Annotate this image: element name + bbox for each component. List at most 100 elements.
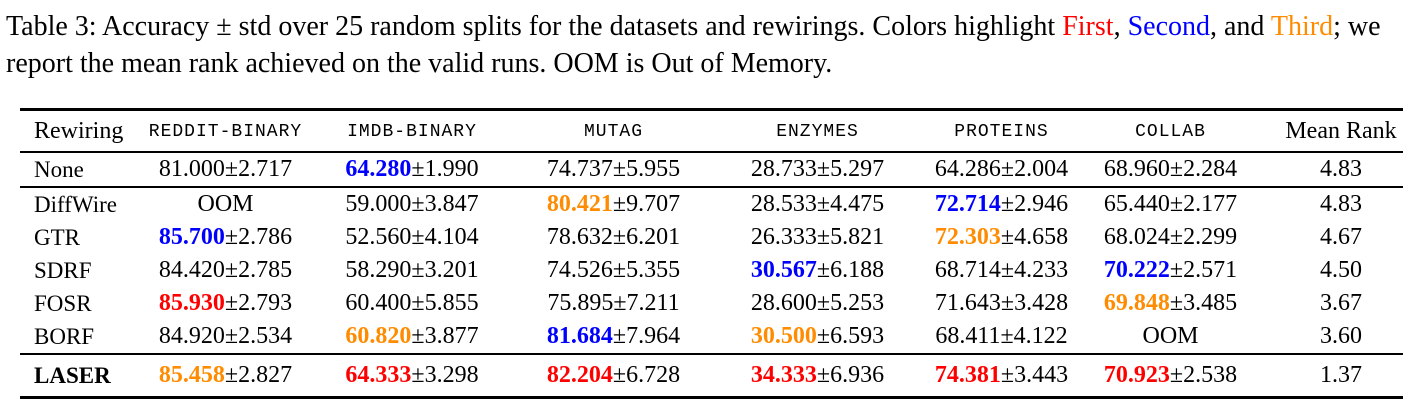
mean-rank-cell: 4.67 [1320,224,1362,251]
mean-value: 68.024 [1103,224,1170,251]
std-value: 1.990 [424,156,479,183]
mean-value: 70.222 [1103,257,1170,284]
plus-minus-sign: ± [816,257,831,284]
plus-minus-sign: ± [1169,191,1184,218]
plus-minus-sign: ± [224,290,239,317]
column-header: PROTEINS [917,109,1086,154]
mean-value: 70.923 [1103,362,1170,389]
plus-minus-sign: ± [816,191,831,218]
plus-minus-sign: ± [816,224,831,251]
mean-value: 28.533 [750,191,817,218]
mean-value: 85.458 [158,362,225,389]
result-cell: 74.526±5.355 [509,254,718,287]
mean-value: 30.500 [750,323,817,350]
table-body: None 81.000±2.717 64.280±1.990 74.737±5.955… [20,152,1403,398]
std-value: 7.964 [626,323,681,350]
plus-minus-sign: ± [224,323,239,350]
plus-minus-sign: ± [224,156,239,183]
plus-minus-sign: ± [612,191,627,218]
std-value: 2.785 [238,257,293,284]
std-value: 4.658 [1014,224,1069,251]
table-row: DiffWire OOM 59.000±3.847 80.421±9.707 28.53… [20,187,1403,221]
result-cell: 85.930±2.793 [136,287,315,320]
plus-minus-sign: ± [612,362,627,389]
mean-value: 74.737 [546,156,613,183]
mean-value: 28.600 [750,290,817,317]
result-cell: 28.533±4.475 [718,187,917,221]
plus-minus-sign: ± [612,156,627,183]
column-header: Rewiring [20,109,136,154]
mean-value: 59.000 [345,191,412,218]
mean-rank-cell: 4.83 [1255,152,1403,189]
std-value: 9.707 [626,191,681,218]
mean-value: 81.000 [158,156,225,183]
result-cell: 68.960±2.284 [1086,152,1255,189]
mean-value: 81.684 [546,323,613,350]
std-value: 2.538 [1183,362,1238,389]
mean-value: 84.420 [158,257,225,284]
mean-value: 65.440 [1103,191,1170,218]
result-cell: 85.700±2.786 [136,221,315,254]
row-label: None [20,152,136,189]
caption-rank-third: Third [1270,11,1334,42]
mean-rank-cell: 3.67 [1320,290,1362,317]
plus-minus-sign: ± [1000,257,1015,284]
mean-value: 68.411 [935,323,1001,350]
mean-value: 69.848 [1103,290,1170,317]
mean-value: 85.930 [158,290,225,317]
std-value: 3.201 [424,257,479,284]
std-value: 3.428 [1014,290,1069,317]
result-cell: 71.643±3.428 [917,287,1086,320]
std-value: 5.297 [830,156,885,183]
plus-minus-sign: ± [411,191,425,218]
result-cell: 81.684±7.964 [509,320,718,356]
std-value: 4.122 [1013,323,1068,350]
std-value: 5.253 [830,290,885,317]
mean-value: 68.960 [1103,156,1170,183]
result-cell: 30.500±6.593 [718,320,917,356]
table-row: None 81.000±2.717 64.280±1.990 74.737±5.955… [20,152,1403,189]
result-cell: 72.303±4.658 [917,221,1086,254]
result-cell: 68.714±4.233 [917,254,1086,287]
oom-value: OOM [1142,323,1199,350]
std-value: 3.443 [1014,362,1069,389]
result-cell: 58.290±3.201 [315,254,509,287]
table-row: LASER 85.458±2.827 64.333±3.298 82.204±6.72… [20,354,1403,398]
plus-minus-sign: ± [1000,224,1015,251]
mean-value: 64.280 [345,156,412,183]
mean-rank-cell: 3.60 [1255,320,1403,356]
std-value: 2.717 [238,156,293,183]
row-label: DiffWire [34,191,117,217]
result-cell: 84.920±2.534 [136,320,315,356]
std-value: 2.534 [238,323,293,350]
result-cell: 60.400±5.855 [315,287,509,320]
plus-minus-sign: ± [224,257,239,284]
plus-minus-sign: ± [411,323,425,350]
plus-minus-sign: ± [1169,257,1184,284]
plus-minus-sign: ± [612,257,627,284]
table-row: FOSR 85.930±2.793 60.400±5.855 75.895±7.211… [20,287,1403,320]
mean-value: 64.286 [934,156,1001,183]
result-cell: 72.714±2.946 [917,187,1086,221]
plus-minus-sign: ± [411,290,425,317]
mean-value: 30.567 [750,257,817,284]
caption-text: Table 3: Accuracy ± std over 25 random s… [6,11,1063,42]
plus-minus-sign: ± [816,362,831,389]
row-label: LASER [34,362,111,388]
result-cell: 52.560±4.104 [315,221,509,254]
std-value: 6.936 [830,362,885,389]
mean-value: 80.421 [546,191,613,218]
mean-value: 82.204 [546,362,613,389]
result-cell: 65.440±2.177 [1086,187,1255,221]
plus-minus-sign: ± [1169,362,1184,389]
std-value: 7.211 [626,290,680,317]
table-row: BORF 84.920±2.534 60.820±3.877 81.684±7.964… [20,320,1403,356]
result-cell: 64.286±2.004 [917,152,1086,189]
mean-value: 84.920 [158,323,225,350]
std-value: 2.793 [238,290,293,317]
std-value: 2.786 [238,224,293,251]
std-value: 2.004 [1014,156,1069,183]
result-cell: 34.333±6.936 [718,354,917,398]
caption-rank-first: First [1062,11,1114,42]
result-cell: 80.421±9.707 [509,187,718,221]
